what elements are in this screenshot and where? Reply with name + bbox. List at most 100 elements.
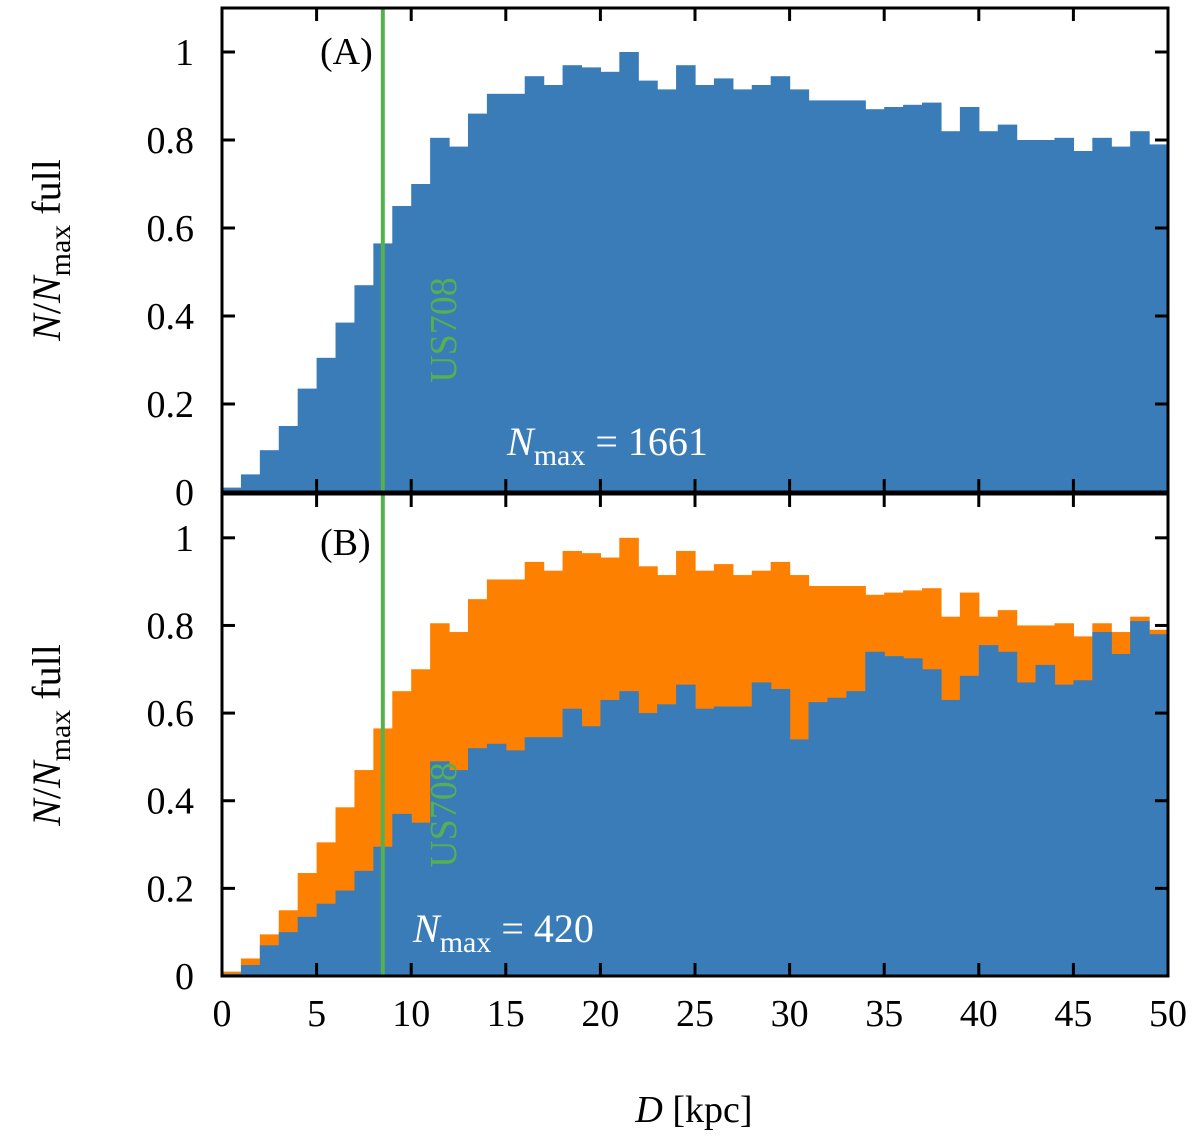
x-tick-label: 45 xyxy=(1054,993,1092,1035)
bar xyxy=(259,945,280,976)
nmax-subscript: max xyxy=(440,926,492,959)
y-tick-label: 0.4 xyxy=(147,781,195,823)
bar xyxy=(1016,140,1037,492)
y-tick-label: 0.6 xyxy=(147,693,195,735)
bar xyxy=(922,669,942,976)
y-tick-label: 0.2 xyxy=(147,384,195,426)
bar xyxy=(940,699,961,976)
y-label-nmax: N xyxy=(24,759,69,789)
x-axis-label-unit: [kpc] xyxy=(663,1089,753,1131)
y-axis-label: N/Nmax full xyxy=(24,159,77,342)
bar xyxy=(903,104,923,493)
bar xyxy=(581,726,601,976)
bar xyxy=(1035,664,1056,976)
panel-label: (B) xyxy=(320,522,371,564)
bar xyxy=(903,658,923,976)
bar xyxy=(978,645,999,976)
bar xyxy=(808,100,829,493)
bar xyxy=(732,706,753,976)
nmax-annotation: Nmax = 1661 xyxy=(506,419,708,472)
panel-label: (A) xyxy=(320,31,373,73)
y-label-sub: max xyxy=(44,225,77,277)
bar xyxy=(524,737,545,976)
bar xyxy=(657,89,677,493)
bar xyxy=(619,52,639,492)
bar xyxy=(884,107,904,492)
y-label-n: N xyxy=(24,312,69,342)
bar xyxy=(751,85,772,492)
bar xyxy=(392,813,412,976)
x-tick-label: 30 xyxy=(771,993,809,1035)
bar xyxy=(865,109,885,492)
bar xyxy=(222,487,242,492)
bar xyxy=(430,137,450,493)
bar xyxy=(505,93,526,493)
x-tick-label: 5 xyxy=(307,993,326,1035)
y-tick-label: 0.8 xyxy=(147,605,195,647)
bar xyxy=(1130,131,1150,492)
bar xyxy=(240,474,261,492)
bar xyxy=(354,870,374,976)
y-tick-label: 0.8 xyxy=(147,120,195,162)
x-tick-label: 25 xyxy=(676,993,714,1035)
bar xyxy=(959,675,980,976)
bar xyxy=(524,76,545,492)
bar xyxy=(467,113,488,492)
bar xyxy=(316,357,337,492)
bar xyxy=(638,713,658,976)
bar xyxy=(713,706,734,976)
bar xyxy=(543,737,564,976)
y-label-n: N xyxy=(24,797,69,827)
nmax-value: = 420 xyxy=(491,906,594,951)
bar xyxy=(392,206,412,492)
bar xyxy=(411,184,431,492)
bar xyxy=(827,697,847,976)
bar xyxy=(884,656,904,976)
bar xyxy=(978,131,999,492)
x-tick-label: 50 xyxy=(1149,993,1187,1035)
bar xyxy=(600,699,620,976)
bar xyxy=(562,65,583,492)
bar xyxy=(846,100,866,493)
x-tick-label: 15 xyxy=(487,993,525,1035)
bar xyxy=(1149,144,1169,492)
bar xyxy=(1092,137,1112,493)
x-tick-label: 10 xyxy=(392,993,430,1035)
bar xyxy=(959,107,980,492)
y-label-full: full xyxy=(24,644,69,710)
bar xyxy=(713,78,734,493)
bar xyxy=(278,932,299,976)
bar xyxy=(1054,684,1074,976)
bar xyxy=(278,426,299,492)
bar xyxy=(449,146,469,492)
us708-marker-label: US708 xyxy=(423,762,465,868)
x-tick-label: 35 xyxy=(865,993,903,1035)
bar xyxy=(827,100,847,493)
bar xyxy=(695,708,715,976)
bar xyxy=(316,903,337,976)
bar xyxy=(638,80,658,492)
bar xyxy=(865,651,885,976)
bar xyxy=(581,67,601,493)
bar xyxy=(657,704,677,976)
bar xyxy=(997,651,1018,976)
bar xyxy=(1054,137,1074,493)
bar xyxy=(789,89,810,493)
bar xyxy=(430,761,450,976)
x-tick-label: 0 xyxy=(213,993,232,1035)
nmax-subscript: max xyxy=(534,439,586,472)
bar xyxy=(1073,151,1093,492)
bar xyxy=(297,388,318,492)
bar xyxy=(1111,653,1131,976)
bar xyxy=(770,76,791,492)
nmax-symbol: N xyxy=(412,906,442,951)
bar xyxy=(259,450,280,492)
y-tick-label: 0 xyxy=(175,472,194,514)
bar xyxy=(335,890,356,976)
bar xyxy=(695,85,715,492)
series-subset-1 xyxy=(222,621,1169,976)
y-tick-label: 0 xyxy=(175,956,194,998)
